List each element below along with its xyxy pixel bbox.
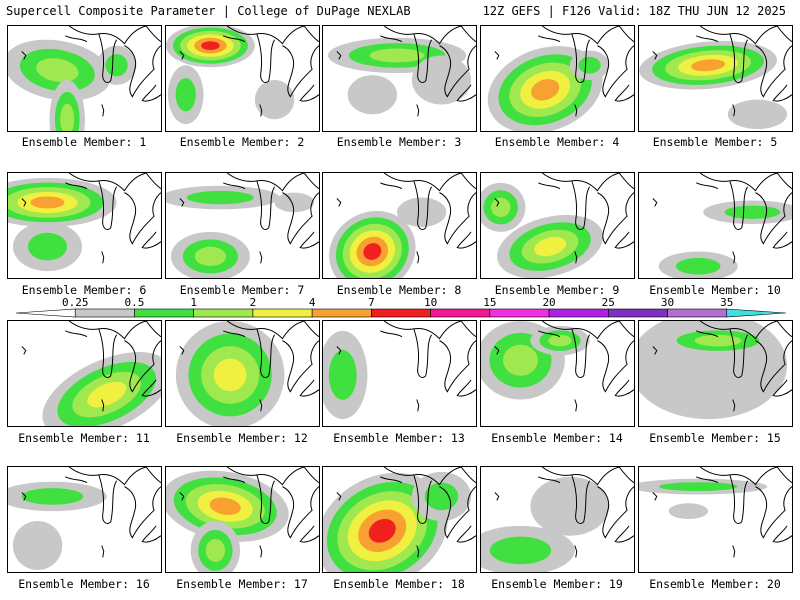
colorbar-tick-label: 2 (250, 296, 257, 309)
ensemble-member-map (322, 466, 477, 573)
ensemble-member-map (322, 25, 477, 132)
ensemble-member-label: Ensemble Member: 11 (18, 431, 150, 445)
scp-contour-map (166, 173, 319, 278)
ensemble-member-map (480, 25, 635, 132)
ensemble-member-map (165, 320, 320, 427)
colorbar-tick-label: 0.5 (125, 296, 145, 309)
scp-contour-map (639, 26, 792, 130)
ensemble-member-label: Ensemble Member: 2 (179, 135, 305, 149)
scp-contour-map (329, 173, 476, 278)
scp-contour-map (323, 321, 476, 420)
ensemble-member-map (480, 320, 635, 427)
run-valid-time: 12Z GEFS | F126 Valid: 18Z THU JUN 12 20… (482, 4, 786, 18)
ensemble-member-label: Ensemble Member: 19 (491, 577, 623, 591)
scp-contour-map (487, 26, 634, 131)
colorbar-swatch (430, 308, 491, 318)
scp-contour-map (481, 173, 634, 278)
scp-contour-map (323, 467, 476, 572)
colorbar-tick-label: 4 (309, 296, 316, 309)
colorbar-swatch (252, 308, 313, 318)
ensemble-member-label: Ensemble Member: 9 (494, 283, 620, 297)
ensemble-member-label: Ensemble Member: 4 (494, 135, 620, 149)
scp-contour-map (652, 173, 792, 278)
colorbar-tick-label: 20 (542, 296, 555, 309)
ensemble-member-map (638, 172, 793, 279)
colorbar-tick-label: 15 (483, 296, 496, 309)
ensemble-member-map (7, 172, 162, 279)
chart-title: Supercell Composite Parameter | College … (6, 4, 411, 18)
scp-contour-map (175, 321, 319, 426)
ensemble-member-map (480, 172, 635, 279)
ensemble-member-map (165, 25, 320, 132)
colorbar-swatch (193, 308, 254, 318)
ensemble-member-label: Ensemble Member: 1 (21, 135, 147, 149)
colorbar-swatch (371, 308, 431, 318)
ensemble-member-label: Ensemble Member: 6 (21, 283, 147, 297)
colorbar-tick-label: 35 (720, 296, 733, 309)
ensemble-member-label: Ensemble Member: 10 (649, 283, 781, 297)
colorbar-tick-label: 30 (661, 296, 674, 309)
scp-contour-map (8, 173, 161, 272)
ensemble-member-label: Ensemble Member: 7 (179, 283, 305, 297)
colorbar-tick-label: 10 (424, 296, 437, 309)
ensemble-member-label: Ensemble Member: 16 (18, 577, 150, 591)
ensemble-member-label: Ensemble Member: 3 (336, 135, 462, 149)
colorbar-swatch (134, 308, 194, 318)
colorbar-tick-label: 7 (368, 296, 375, 309)
ensemble-member-label: Ensemble Member: 12 (176, 431, 308, 445)
ensemble-member-map (7, 466, 162, 573)
ensemble-member-label: Ensemble Member: 15 (649, 431, 781, 445)
ensemble-member-label: Ensemble Member: 14 (491, 431, 623, 445)
ensemble-member-map (165, 172, 320, 279)
colorbar-swatch (15, 308, 76, 318)
ensemble-member-label: Ensemble Member: 18 (333, 577, 465, 591)
scp-contour-map (166, 26, 319, 125)
colorbar-swatch (548, 308, 609, 318)
ensemble-member-map (7, 320, 162, 427)
colorbar-tick-label: 1 (190, 296, 197, 309)
ensemble-member-label: Ensemble Member: 5 (652, 135, 778, 149)
ensemble-member-map (638, 25, 793, 132)
scp-contour-map (327, 26, 476, 117)
ensemble-member-map (638, 320, 793, 427)
scp-contour-map (21, 321, 161, 426)
colorbar-legend: 0.25 0.5 1 2 4 7 10 15 20 25 30 35 (15, 296, 787, 318)
ensemble-member-map (322, 320, 477, 427)
ensemble-member-map (165, 466, 320, 573)
ensemble-member-label: Ensemble Member: 20 (649, 577, 781, 591)
colorbar-tick-label: 25 (602, 296, 615, 309)
scp-contour-map (639, 467, 792, 558)
scp-contour-map (8, 467, 161, 571)
scp-contour-map (639, 321, 792, 420)
ensemble-member-map (7, 25, 162, 132)
ensemble-member-map (480, 466, 635, 573)
ensemble-member-label: Ensemble Member: 8 (336, 283, 462, 297)
colorbar-swatch (74, 308, 135, 318)
colorbar-swatch (726, 308, 787, 318)
colorbar-swatch (667, 308, 728, 318)
ensemble-member-label: Ensemble Member: 17 (176, 577, 308, 591)
scp-contour-map (8, 26, 161, 131)
ensemble-member-label: Ensemble Member: 13 (333, 431, 465, 445)
colorbar-swatch (489, 308, 550, 318)
scp-contour-map (481, 321, 634, 412)
ensemble-member-map (322, 172, 477, 279)
colorbar-tick-label: 0.25 (62, 296, 89, 309)
colorbar-swatch (311, 308, 372, 318)
scp-contour-map (481, 467, 634, 572)
colorbar-swatch (608, 308, 668, 318)
ensemble-member-map (638, 466, 793, 573)
scp-contour-map (166, 467, 319, 572)
